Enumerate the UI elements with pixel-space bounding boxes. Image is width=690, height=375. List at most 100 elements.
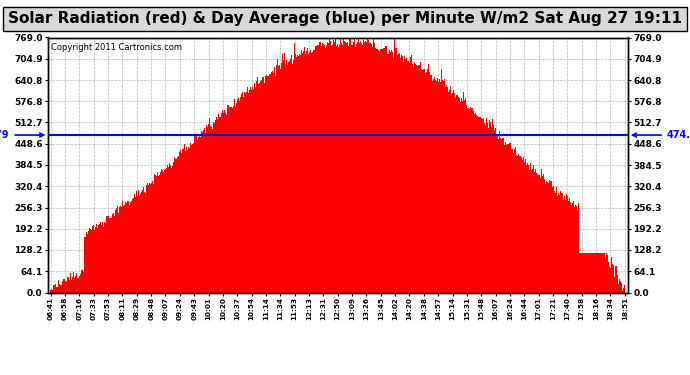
Bar: [402, 56, 403, 292]
Bar: [68, 277, 69, 292]
Bar: [569, 198, 570, 292]
Bar: [339, 45, 340, 292]
Bar: [72, 277, 73, 292]
Bar: [96, 224, 97, 292]
Bar: [273, 73, 274, 292]
Bar: [409, 63, 410, 292]
Bar: [491, 127, 492, 292]
Bar: [434, 77, 435, 292]
Bar: [340, 39, 341, 292]
Bar: [170, 168, 172, 292]
Bar: [291, 55, 292, 292]
Bar: [439, 78, 440, 292]
Bar: [347, 42, 348, 292]
Bar: [83, 272, 84, 292]
Bar: [435, 80, 436, 292]
Bar: [332, 45, 333, 292]
Bar: [548, 183, 549, 292]
Bar: [474, 114, 475, 292]
Bar: [459, 98, 460, 292]
Bar: [596, 253, 597, 292]
Bar: [314, 50, 315, 292]
Bar: [280, 69, 281, 292]
Bar: [240, 97, 241, 292]
Bar: [552, 187, 553, 292]
Bar: [244, 92, 245, 292]
Bar: [117, 206, 118, 292]
Bar: [372, 46, 373, 292]
Bar: [279, 65, 280, 292]
Bar: [341, 43, 342, 292]
Bar: [61, 285, 62, 292]
Bar: [209, 117, 210, 292]
Bar: [224, 110, 225, 292]
Bar: [519, 156, 520, 292]
Bar: [599, 253, 600, 292]
Bar: [547, 182, 548, 292]
Bar: [433, 79, 434, 292]
Bar: [320, 42, 321, 292]
Bar: [155, 175, 156, 292]
Bar: [298, 56, 299, 292]
Bar: [577, 211, 578, 292]
Bar: [176, 159, 177, 292]
Bar: [337, 39, 339, 292]
Bar: [445, 87, 446, 292]
Bar: [245, 93, 246, 292]
Bar: [356, 45, 357, 292]
Bar: [317, 45, 318, 292]
Bar: [485, 124, 486, 292]
Bar: [429, 72, 430, 292]
Bar: [523, 157, 524, 292]
Bar: [222, 110, 223, 292]
Bar: [575, 206, 576, 292]
Bar: [152, 183, 153, 292]
Bar: [130, 196, 131, 292]
Bar: [108, 214, 109, 292]
Bar: [620, 280, 621, 292]
Bar: [365, 41, 366, 292]
Bar: [346, 44, 347, 292]
Bar: [82, 270, 83, 292]
Bar: [293, 60, 294, 292]
Bar: [206, 125, 207, 292]
Bar: [624, 285, 625, 292]
Bar: [371, 44, 372, 292]
Bar: [508, 144, 509, 292]
Bar: [563, 200, 564, 292]
Bar: [582, 253, 584, 292]
Bar: [257, 77, 258, 292]
Bar: [612, 264, 613, 292]
Bar: [559, 195, 560, 292]
Bar: [309, 52, 310, 292]
Bar: [328, 43, 329, 292]
Bar: [192, 144, 193, 292]
Bar: [493, 129, 495, 292]
Bar: [109, 218, 110, 292]
Bar: [616, 267, 618, 292]
Bar: [212, 125, 213, 292]
Bar: [605, 258, 607, 292]
Bar: [413, 67, 414, 292]
Bar: [342, 45, 343, 292]
Bar: [375, 49, 376, 292]
Bar: [382, 48, 384, 292]
Bar: [110, 217, 111, 292]
Bar: [558, 193, 559, 292]
Bar: [248, 90, 250, 292]
Bar: [566, 194, 567, 292]
Bar: [504, 142, 506, 292]
Bar: [220, 117, 221, 292]
Bar: [232, 108, 233, 292]
Bar: [590, 253, 591, 292]
Bar: [217, 119, 218, 292]
Bar: [529, 170, 530, 292]
Bar: [381, 49, 382, 292]
Bar: [153, 184, 155, 292]
Bar: [448, 90, 449, 292]
Bar: [104, 222, 105, 292]
Bar: [253, 88, 254, 292]
Bar: [534, 172, 535, 292]
Bar: [174, 157, 175, 292]
Bar: [322, 43, 323, 292]
